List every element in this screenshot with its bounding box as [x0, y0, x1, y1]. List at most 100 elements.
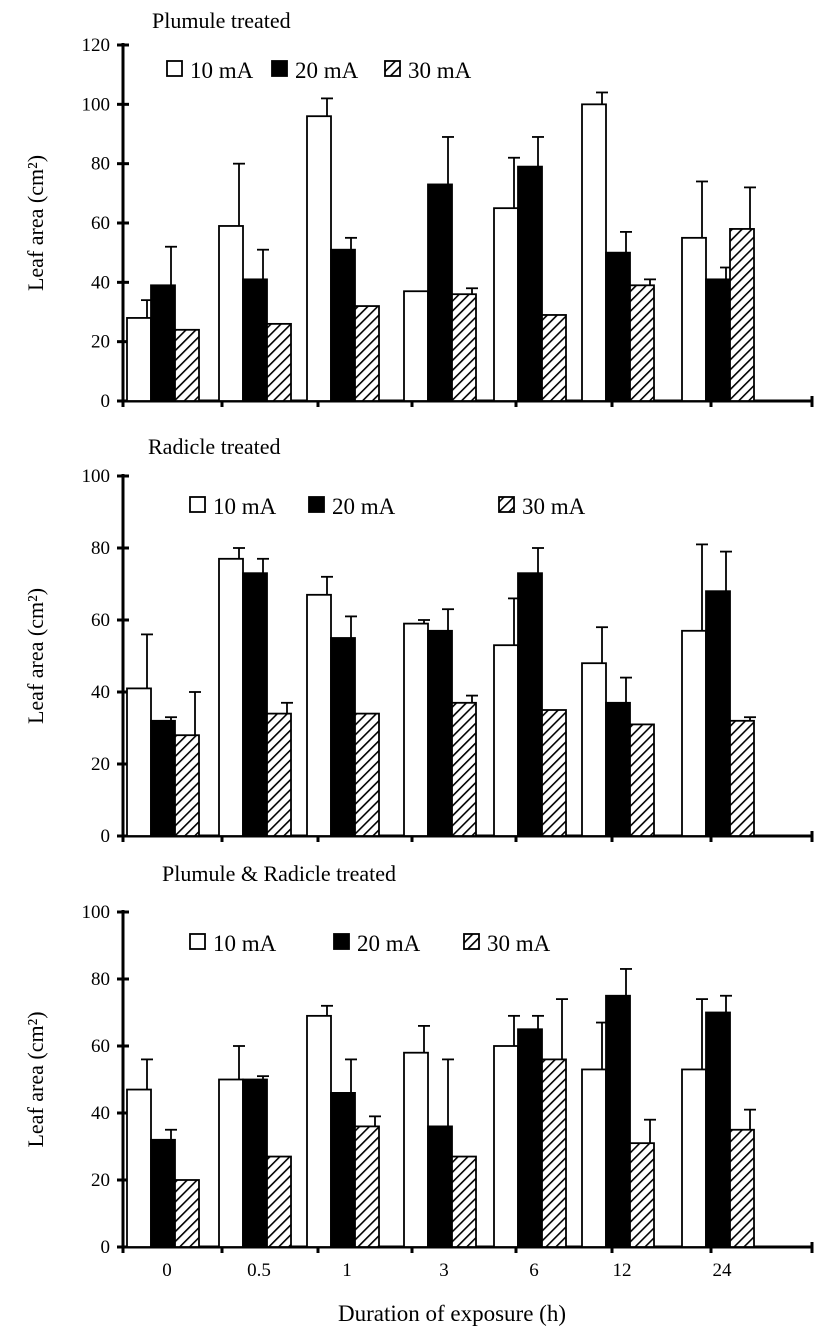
- bar-hatched-12: [629, 723, 655, 837]
- y-tick-label: 120: [82, 35, 111, 56]
- bar-hatched-24: [729, 228, 755, 402]
- legend-label: 30 mA: [522, 494, 586, 519]
- bar-black-12: [605, 994, 631, 1248]
- bar-hatched-0: [174, 1179, 200, 1248]
- bar-black-1: [330, 637, 356, 837]
- bar-hatched-1: [354, 1125, 380, 1248]
- bar-white-3: [403, 622, 429, 837]
- bar-white-1: [306, 115, 332, 402]
- y-tick-label: 20: [91, 1170, 110, 1191]
- bar-hatched-0.5: [266, 712, 292, 837]
- bar-hatched-24: [729, 719, 755, 837]
- legend-swatch-white: [189, 496, 206, 513]
- legend-swatch-hatched: [498, 496, 515, 513]
- bar-hatched-24: [729, 1128, 755, 1248]
- bar-white-1: [306, 1014, 332, 1248]
- bar-hatched-0.5: [266, 1155, 292, 1248]
- legend-swatch-hatched: [384, 60, 401, 77]
- y-tick-label: 60: [91, 610, 110, 631]
- bar-white-12: [581, 103, 607, 402]
- bar-white-1: [306, 593, 332, 837]
- y-tick-label: 80: [91, 969, 110, 990]
- bar-black-12: [605, 701, 631, 837]
- bar-black-0.5: [242, 572, 268, 837]
- legend-swatch-black: [333, 933, 350, 950]
- bar-white-0: [126, 317, 152, 402]
- bar-black-24: [705, 590, 731, 837]
- bar-white-0.5: [218, 557, 244, 837]
- bar-black-0: [150, 1138, 176, 1248]
- y-tick-label: 40: [91, 682, 110, 703]
- chart-panel-1: Plumule treated 0 20 40 60 80 100 120 Leaf area …: [23, 8, 814, 412]
- bar-white-0: [126, 1088, 152, 1248]
- chart-panel-2: Radicle treated 0 20 40 60 80 100 Leaf area (cm…: [23, 434, 814, 847]
- legend-label: 20 mA: [332, 494, 396, 519]
- bar-black-6: [517, 1028, 543, 1248]
- y-tick-label: 80: [91, 154, 110, 175]
- legend-swatch-black: [271, 60, 288, 77]
- bar-black-6: [517, 572, 543, 837]
- x-tick-label: 0.5: [247, 1260, 271, 1281]
- bar-black-24: [705, 1011, 731, 1248]
- bar-white-24: [681, 1068, 707, 1248]
- bar-white-6: [493, 207, 519, 402]
- bar-black-24: [705, 278, 731, 402]
- y-tick-label: 100: [82, 466, 111, 487]
- y-tick-label: 40: [91, 1103, 110, 1124]
- bar-hatched-3: [451, 293, 477, 402]
- panel-title: Plumule treated: [152, 8, 291, 33]
- y-tick-label: 0: [101, 391, 111, 412]
- bar-white-12: [581, 1068, 607, 1248]
- legend-label: 10 mA: [213, 931, 277, 956]
- y-tick-label: 0: [101, 826, 111, 847]
- y-axis-title: Leaf area (cm²): [23, 588, 48, 724]
- y-tick-label: 0: [101, 1237, 111, 1258]
- bar-black-1: [330, 1092, 356, 1248]
- x-axis-title: Duration of exposure (h): [338, 1301, 566, 1326]
- y-tick-label: 40: [91, 272, 110, 293]
- bar-black-0.5: [242, 278, 268, 402]
- bar-white-24: [681, 236, 707, 402]
- bar-white-6: [493, 1045, 519, 1248]
- bar-black-0: [150, 719, 176, 837]
- bar-white-0: [126, 687, 152, 837]
- y-tick-label: 60: [91, 1036, 110, 1057]
- bar-hatched-0: [174, 328, 200, 402]
- bar-black-12: [605, 251, 631, 402]
- bar-white-12: [581, 662, 607, 837]
- bar-white-0.5: [218, 225, 244, 402]
- bar-hatched-0.5: [266, 322, 292, 402]
- legend-label: 10 mA: [213, 494, 277, 519]
- bar-black-0.5: [242, 1078, 268, 1248]
- legend-swatch-white: [166, 60, 183, 77]
- x-tick-label: 24: [713, 1260, 733, 1281]
- bar-black-3: [427, 1125, 453, 1248]
- y-axis-title: Leaf area (cm²): [23, 1011, 48, 1147]
- bar-hatched-12: [629, 1142, 655, 1248]
- y-tick-label: 100: [82, 94, 111, 115]
- bar-hatched-0: [174, 734, 200, 837]
- legend-label: 20 mA: [357, 931, 421, 956]
- bar-black-6: [517, 165, 543, 402]
- legend-label: 10 mA: [190, 58, 254, 83]
- y-tick-label: 60: [91, 213, 110, 234]
- bar-hatched-1: [354, 712, 380, 837]
- bar-hatched-12: [629, 284, 655, 402]
- y-tick-label: 100: [82, 902, 111, 923]
- legend-label: 20 mA: [295, 58, 359, 83]
- bar-black-0: [150, 284, 176, 402]
- legend-swatch-hatched: [463, 933, 480, 950]
- bar-hatched-3: [451, 1155, 477, 1248]
- x-tick-label: 0: [162, 1260, 172, 1281]
- bar-hatched-6: [541, 709, 567, 837]
- bar-hatched-6: [541, 314, 567, 402]
- y-tick-label: 80: [91, 538, 110, 559]
- panel-title: Radicle treated: [148, 434, 281, 459]
- chart-panel-3: Plumule & Radicle treated020406080100Lea…: [23, 861, 814, 1281]
- bar-hatched-6: [541, 1058, 567, 1248]
- x-tick-label: 1: [342, 1260, 352, 1281]
- legend-label: 30 mA: [487, 931, 551, 956]
- x-tick-label: 6: [529, 1260, 539, 1281]
